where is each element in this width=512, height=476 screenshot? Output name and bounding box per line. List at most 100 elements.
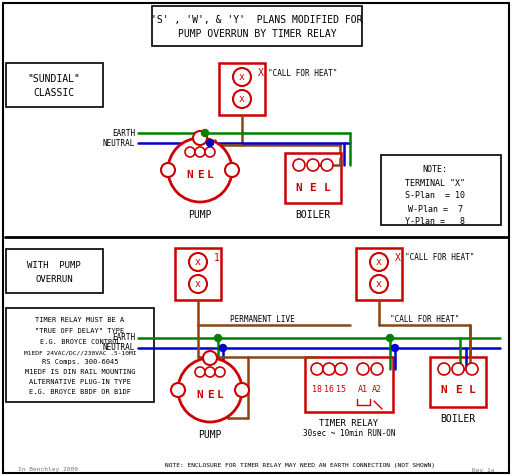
Text: 1: 1 (214, 253, 220, 263)
Circle shape (205, 147, 215, 157)
Circle shape (311, 363, 323, 375)
Circle shape (323, 363, 335, 375)
Circle shape (215, 367, 225, 377)
Text: "CALL FOR HEAT": "CALL FOR HEAT" (390, 315, 460, 324)
Text: L: L (217, 390, 223, 400)
Circle shape (371, 363, 383, 375)
Text: X: X (395, 253, 401, 263)
Text: W-Plan =  7: W-Plan = 7 (408, 205, 462, 214)
Text: x: x (376, 257, 382, 267)
Text: NOTE:: NOTE: (422, 166, 447, 175)
Text: Rev 1a: Rev 1a (472, 467, 494, 473)
Text: 16: 16 (324, 385, 334, 394)
Text: E: E (207, 390, 214, 400)
Circle shape (161, 163, 175, 177)
Circle shape (225, 163, 239, 177)
Circle shape (189, 253, 207, 271)
Bar (6, 249, 103, 293)
Bar (285, 153, 341, 203)
Text: X: X (258, 68, 264, 78)
Text: A1: A1 (358, 385, 368, 394)
Circle shape (185, 147, 195, 157)
Text: CLASSIC: CLASSIC (33, 88, 75, 98)
Text: "SUNDIAL": "SUNDIAL" (28, 74, 80, 84)
Text: TIMER RELAY: TIMER RELAY (319, 419, 378, 428)
Text: ALTERNATIVE PLUG-IN TYPE: ALTERNATIVE PLUG-IN TYPE (29, 379, 131, 385)
Circle shape (233, 68, 251, 86)
Bar (381, 155, 501, 225)
Circle shape (387, 335, 394, 341)
Text: L: L (468, 385, 475, 395)
Text: N: N (197, 390, 203, 400)
Circle shape (307, 159, 319, 171)
Circle shape (203, 351, 217, 365)
Text: "TRUE OFF DELAY" TYPE: "TRUE OFF DELAY" TYPE (35, 328, 124, 334)
Bar (175, 248, 221, 300)
Text: Y-Plan =   8: Y-Plan = 8 (405, 218, 465, 227)
Text: M1EDF 24VAC/DC//230VAC .5-10MI: M1EDF 24VAC/DC//230VAC .5-10MI (24, 350, 136, 356)
Circle shape (168, 138, 232, 202)
Bar (6, 308, 154, 402)
Text: EARTH: EARTH (112, 129, 135, 138)
Text: NEUTRAL: NEUTRAL (102, 344, 135, 353)
Text: N: N (441, 385, 447, 395)
Text: 30sec ~ 10min RUN-ON: 30sec ~ 10min RUN-ON (303, 429, 395, 438)
Text: TERMINAL "X": TERMINAL "X" (405, 178, 465, 188)
Text: NOTE: ENCLOSURE FOR TIMER RELAY MAY NEED AN EARTH CONNECTION (NOT SHOWN): NOTE: ENCLOSURE FOR TIMER RELAY MAY NEED… (165, 463, 435, 467)
Text: OVERRUN: OVERRUN (35, 275, 73, 284)
Bar (356, 248, 402, 300)
Text: BOILER: BOILER (295, 210, 331, 220)
Text: "CALL FOR HEAT": "CALL FOR HEAT" (268, 69, 337, 78)
Text: 18: 18 (312, 385, 322, 394)
Text: M1EDF IS DIN RAIL MOUNTING: M1EDF IS DIN RAIL MOUNTING (25, 369, 135, 375)
Circle shape (220, 345, 226, 351)
Text: PERMANENT LIVE: PERMANENT LIVE (229, 315, 294, 324)
Circle shape (370, 275, 388, 293)
Text: 15: 15 (336, 385, 346, 394)
Text: PUMP OVERRUN BY TIMER RELAY: PUMP OVERRUN BY TIMER RELAY (178, 29, 336, 39)
Circle shape (438, 363, 450, 375)
Text: EARTH: EARTH (112, 334, 135, 343)
Bar (430, 357, 486, 407)
Circle shape (235, 383, 249, 397)
Circle shape (357, 363, 369, 375)
Circle shape (193, 131, 207, 145)
Circle shape (293, 159, 305, 171)
Text: E.G. BROYCE CONTROL: E.G. BROYCE CONTROL (39, 339, 120, 345)
Text: 'S' , 'W', & 'Y'  PLANS MODIFIED FOR: 'S' , 'W', & 'Y' PLANS MODIFIED FOR (151, 15, 362, 25)
Text: "CALL FOR HEAT": "CALL FOR HEAT" (405, 254, 475, 262)
Text: E: E (197, 170, 203, 180)
Circle shape (233, 90, 251, 108)
Circle shape (215, 335, 222, 341)
Text: NEUTRAL: NEUTRAL (102, 139, 135, 148)
Text: x: x (195, 279, 201, 289)
Circle shape (466, 363, 478, 375)
Circle shape (171, 383, 185, 397)
Bar (6, 63, 103, 107)
Bar (152, 6, 362, 46)
Text: In Benchley 2009: In Benchley 2009 (18, 467, 78, 473)
Text: TIMER RELAY MUST BE A: TIMER RELAY MUST BE A (35, 317, 124, 323)
Circle shape (370, 253, 388, 271)
Text: S-Plan  = 10: S-Plan = 10 (405, 191, 465, 200)
Circle shape (202, 129, 208, 137)
Text: A2: A2 (372, 385, 382, 394)
Text: N: N (295, 183, 303, 193)
Circle shape (206, 139, 214, 147)
Circle shape (321, 159, 333, 171)
Circle shape (392, 345, 398, 351)
Circle shape (452, 363, 464, 375)
Text: PUMP: PUMP (198, 430, 222, 440)
Text: RS Comps. 300-6045: RS Comps. 300-6045 (42, 359, 118, 365)
Bar (219, 63, 265, 115)
Circle shape (205, 367, 215, 377)
Text: BOILER: BOILER (440, 414, 476, 424)
Text: x: x (195, 257, 201, 267)
Text: x: x (376, 279, 382, 289)
Text: x: x (239, 94, 245, 104)
Text: E: E (455, 385, 461, 395)
Text: x: x (239, 72, 245, 82)
Text: E.G. BROYCE B8DF OR B1DF: E.G. BROYCE B8DF OR B1DF (29, 389, 131, 395)
Text: L: L (207, 170, 214, 180)
Bar (305, 357, 393, 412)
